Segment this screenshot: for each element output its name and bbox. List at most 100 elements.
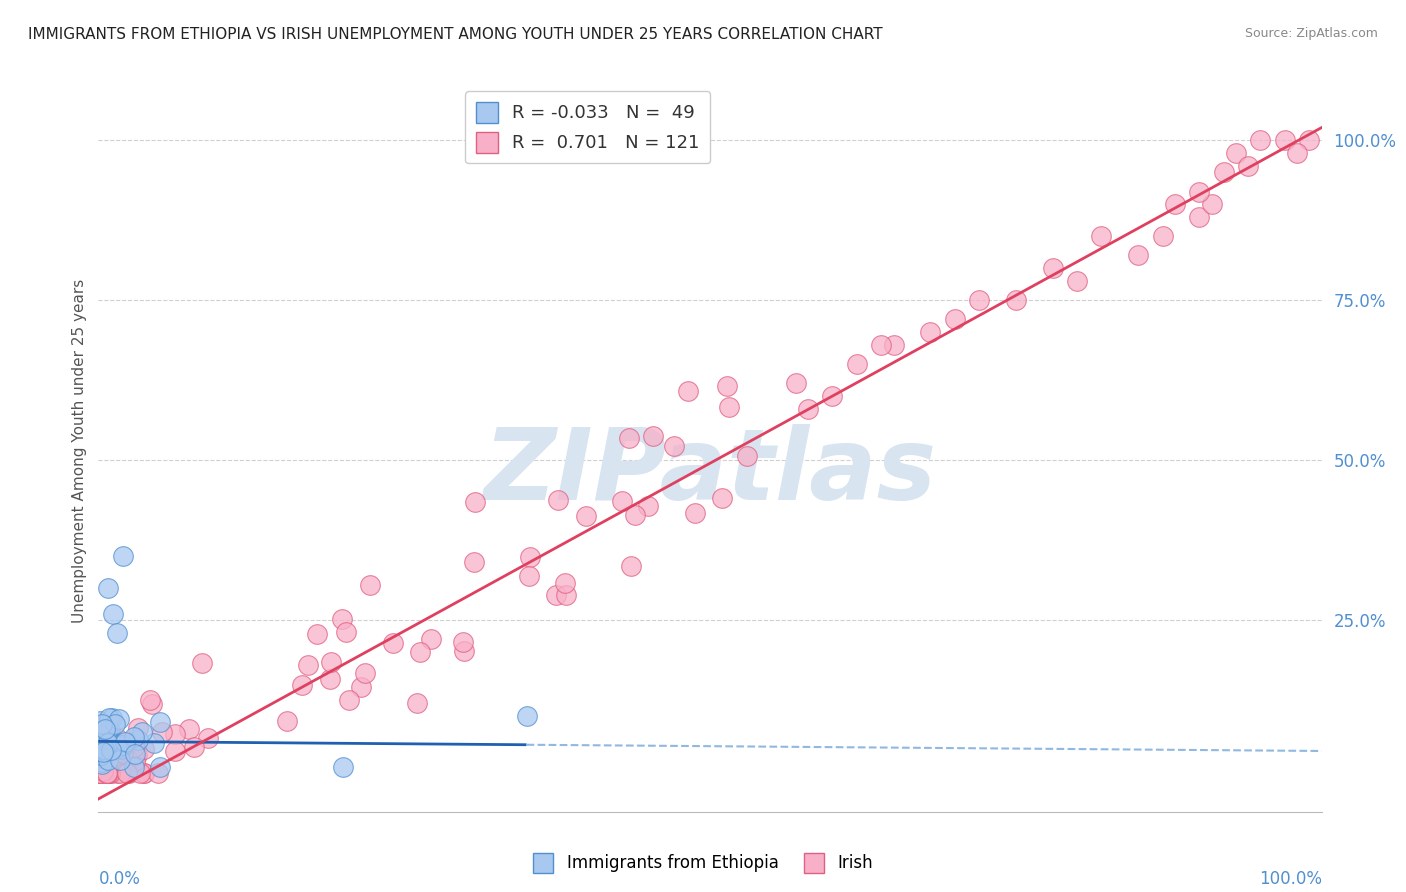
Legend: Immigrants from Ethiopia, Irish: Immigrants from Ethiopia, Irish xyxy=(527,847,879,880)
Point xyxy=(89,766,111,780)
Point xyxy=(1188,210,1211,224)
Point xyxy=(517,569,540,583)
Point xyxy=(165,743,187,757)
Point xyxy=(114,735,136,749)
Point xyxy=(967,293,990,308)
Point xyxy=(108,753,131,767)
Point xyxy=(547,493,569,508)
Point xyxy=(683,506,706,520)
Point xyxy=(141,697,163,711)
Point xyxy=(408,645,430,659)
Point xyxy=(359,578,381,592)
Point xyxy=(105,625,128,640)
Text: IMMIGRANTS FROM ETHIOPIA VS IRISH UNEMPLOYMENT AMONG YOUTH UNDER 25 YEARS CORREL: IMMIGRANTS FROM ETHIOPIA VS IRISH UNEMPL… xyxy=(28,27,883,42)
Point xyxy=(1298,133,1320,147)
Point xyxy=(845,357,868,371)
Point xyxy=(676,384,699,399)
Point xyxy=(110,742,132,756)
Point xyxy=(291,678,314,692)
Point xyxy=(118,753,141,767)
Point xyxy=(91,757,114,772)
Point xyxy=(143,736,166,750)
Point xyxy=(138,693,160,707)
Point xyxy=(132,766,155,780)
Point xyxy=(406,696,429,710)
Point xyxy=(711,491,734,505)
Point xyxy=(93,742,115,756)
Point xyxy=(96,726,118,740)
Point xyxy=(91,750,114,764)
Point xyxy=(101,749,124,764)
Text: 0.0%: 0.0% xyxy=(98,870,141,888)
Point xyxy=(97,766,120,780)
Point xyxy=(381,636,404,650)
Point xyxy=(821,389,844,403)
Point xyxy=(98,723,121,738)
Point xyxy=(98,710,121,724)
Point xyxy=(91,745,114,759)
Point xyxy=(107,712,129,726)
Point xyxy=(96,766,118,780)
Point xyxy=(519,549,541,564)
Point xyxy=(1286,146,1309,161)
Point xyxy=(305,626,328,640)
Y-axis label: Unemployment Among Youth under 25 years: Unemployment Among Youth under 25 years xyxy=(72,278,87,623)
Point xyxy=(118,766,141,780)
Point xyxy=(105,766,128,780)
Point xyxy=(101,747,124,762)
Point xyxy=(319,655,342,669)
Point xyxy=(335,624,357,639)
Point xyxy=(97,722,120,736)
Point xyxy=(1004,293,1026,308)
Point xyxy=(619,432,641,446)
Point xyxy=(97,736,120,750)
Point xyxy=(554,575,576,590)
Point xyxy=(463,555,485,569)
Point xyxy=(107,742,129,756)
Point xyxy=(108,766,131,780)
Point xyxy=(883,338,905,352)
Legend: R = -0.033   N =  49, R =  0.701   N = 121: R = -0.033 N = 49, R = 0.701 N = 121 xyxy=(465,91,710,163)
Point xyxy=(451,634,474,648)
Point xyxy=(319,672,342,686)
Point xyxy=(716,379,738,393)
Point xyxy=(90,760,112,774)
Text: Source: ZipAtlas.com: Source: ZipAtlas.com xyxy=(1244,27,1378,40)
Point xyxy=(134,766,156,780)
Point xyxy=(97,739,120,753)
Point xyxy=(89,724,111,739)
Point xyxy=(89,714,111,728)
Point xyxy=(1201,197,1223,211)
Point xyxy=(93,739,115,753)
Point xyxy=(104,739,127,753)
Point xyxy=(122,730,145,744)
Point xyxy=(115,756,138,770)
Point xyxy=(101,607,124,621)
Point xyxy=(179,722,201,736)
Point xyxy=(127,721,149,735)
Point xyxy=(276,714,298,728)
Point xyxy=(1237,159,1260,173)
Point xyxy=(350,680,373,694)
Point xyxy=(101,711,124,725)
Point xyxy=(89,766,111,780)
Point xyxy=(515,708,537,723)
Point xyxy=(870,338,893,352)
Point xyxy=(190,656,212,670)
Point xyxy=(91,756,114,770)
Point xyxy=(183,739,205,754)
Point xyxy=(89,747,111,762)
Point xyxy=(1152,229,1174,244)
Point xyxy=(623,508,645,522)
Point xyxy=(1164,197,1187,211)
Point xyxy=(89,750,111,764)
Point xyxy=(89,766,111,780)
Point xyxy=(125,747,148,762)
Point xyxy=(98,744,121,758)
Point xyxy=(610,494,633,508)
Point xyxy=(94,766,117,780)
Point xyxy=(105,731,128,746)
Point xyxy=(97,736,120,750)
Point xyxy=(330,612,353,626)
Point xyxy=(297,657,319,672)
